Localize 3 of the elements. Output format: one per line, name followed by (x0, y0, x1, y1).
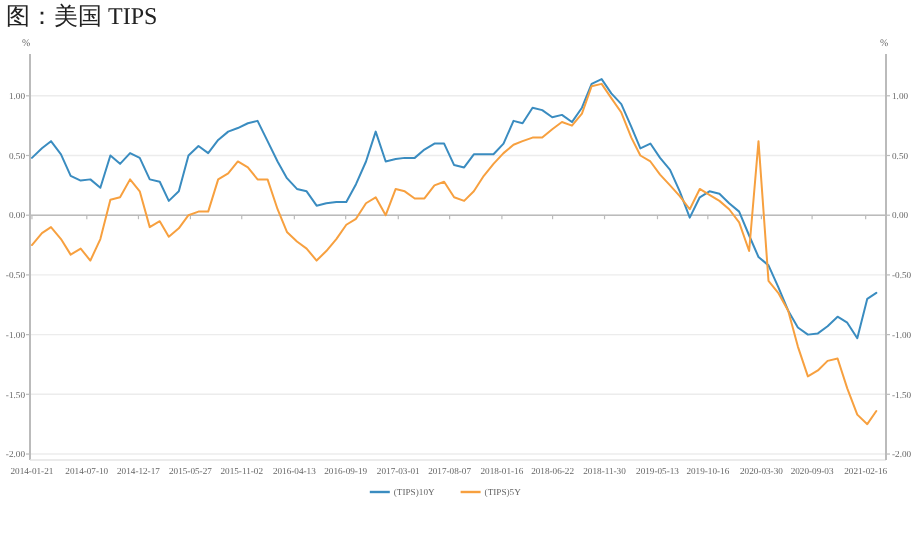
line-series (30, 82, 878, 426)
chart-title: 图：美国 TIPS (6, 2, 158, 30)
line-series (30, 78, 878, 340)
